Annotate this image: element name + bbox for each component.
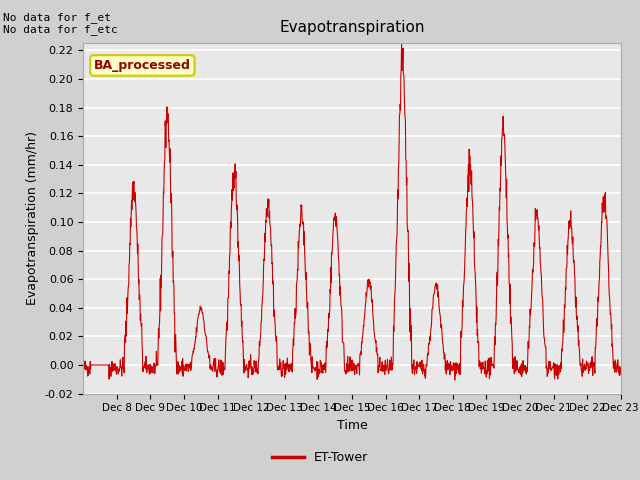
Legend: ET-Tower: ET-Tower <box>268 446 372 469</box>
Text: BA_processed: BA_processed <box>94 59 191 72</box>
Title: Evapotranspiration: Evapotranspiration <box>279 20 425 35</box>
X-axis label: Time: Time <box>337 419 367 432</box>
Text: No data for f_et
No data for f_etc: No data for f_et No data for f_etc <box>3 12 118 36</box>
Y-axis label: Evapotranspiration (mm/hr): Evapotranspiration (mm/hr) <box>26 132 39 305</box>
